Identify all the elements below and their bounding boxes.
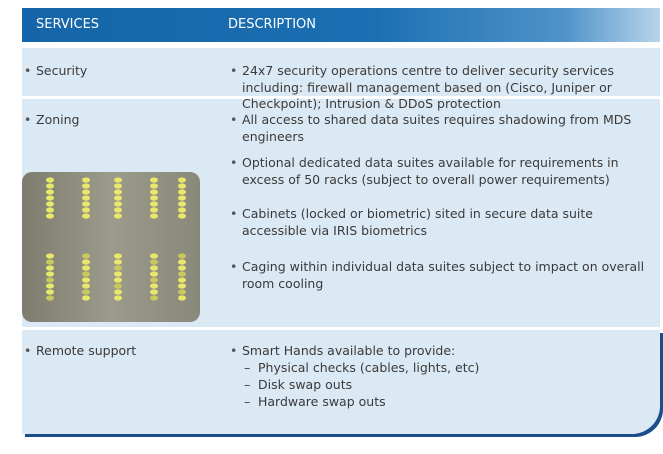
- led: [82, 195, 90, 201]
- led: [114, 295, 122, 301]
- description-subitem: Disk swap outs: [244, 377, 352, 394]
- column-header: DESCRIPTION: [228, 17, 316, 32]
- led: [82, 277, 90, 283]
- led: [46, 177, 54, 183]
- led: [178, 213, 186, 219]
- led: [114, 265, 122, 271]
- server-rack-photo: [22, 172, 200, 322]
- led: [178, 195, 186, 201]
- led: [82, 207, 90, 213]
- led: [150, 253, 158, 259]
- led: [178, 295, 186, 301]
- led: [114, 177, 122, 183]
- led: [46, 259, 54, 265]
- led: [178, 265, 186, 271]
- led: [46, 207, 54, 213]
- description-item: Smart Hands available to provide:: [230, 343, 652, 360]
- led: [178, 277, 186, 283]
- column-header: SERVICES: [36, 17, 100, 32]
- led: [46, 213, 54, 219]
- led: [46, 189, 54, 195]
- led: [150, 277, 158, 283]
- led: [46, 277, 54, 283]
- led: [46, 195, 54, 201]
- led: [150, 259, 158, 265]
- led: [178, 207, 186, 213]
- description-item: All access to shared data suites require…: [230, 112, 652, 145]
- led: [150, 283, 158, 289]
- led: [114, 277, 122, 283]
- led: [46, 295, 54, 301]
- led: [46, 289, 54, 295]
- led: [150, 271, 158, 277]
- led: [114, 271, 122, 277]
- led: [82, 259, 90, 265]
- led: [114, 195, 122, 201]
- led: [178, 177, 186, 183]
- description-item: 24x7 security operations centre to deliv…: [230, 63, 652, 113]
- service-name: Security: [24, 63, 87, 80]
- led: [114, 283, 122, 289]
- led: [114, 213, 122, 219]
- table-header: SERVICES DESCRIPTION: [22, 8, 660, 42]
- led: [82, 183, 90, 189]
- led: [178, 201, 186, 207]
- led: [46, 265, 54, 271]
- led: [114, 259, 122, 265]
- led: [82, 289, 90, 295]
- led: [46, 201, 54, 207]
- led: [150, 207, 158, 213]
- led: [150, 265, 158, 271]
- led: [114, 289, 122, 295]
- led: [150, 189, 158, 195]
- service-name: Zoning: [24, 112, 80, 129]
- led: [46, 253, 54, 259]
- led: [178, 271, 186, 277]
- led: [82, 189, 90, 195]
- led: [82, 265, 90, 271]
- led: [178, 259, 186, 265]
- led: [150, 289, 158, 295]
- led: [46, 183, 54, 189]
- led: [150, 295, 158, 301]
- led: [82, 213, 90, 219]
- led: [114, 207, 122, 213]
- led: [178, 183, 186, 189]
- led: [82, 253, 90, 259]
- led: [150, 195, 158, 201]
- led: [82, 283, 90, 289]
- led: [82, 177, 90, 183]
- led: [46, 283, 54, 289]
- led: [114, 189, 122, 195]
- led: [82, 295, 90, 301]
- service-name: Remote support: [24, 343, 136, 360]
- description-subitem: Hardware swap outs: [244, 394, 386, 411]
- description-subitem: Physical checks (cables, lights, etc): [244, 360, 479, 377]
- led: [114, 183, 122, 189]
- led: [46, 271, 54, 277]
- description-item: Cabinets (locked or biometric) sited in …: [230, 206, 652, 239]
- led: [150, 213, 158, 219]
- led: [150, 183, 158, 189]
- led: [82, 271, 90, 277]
- led: [178, 253, 186, 259]
- led: [150, 201, 158, 207]
- led: [178, 289, 186, 295]
- description-item: Optional dedicated data suites available…: [230, 155, 652, 188]
- description-item: Caging within individual data suites sub…: [230, 259, 652, 292]
- led: [82, 201, 90, 207]
- led: [178, 189, 186, 195]
- led: [178, 283, 186, 289]
- led: [114, 253, 122, 259]
- led: [150, 177, 158, 183]
- led: [114, 201, 122, 207]
